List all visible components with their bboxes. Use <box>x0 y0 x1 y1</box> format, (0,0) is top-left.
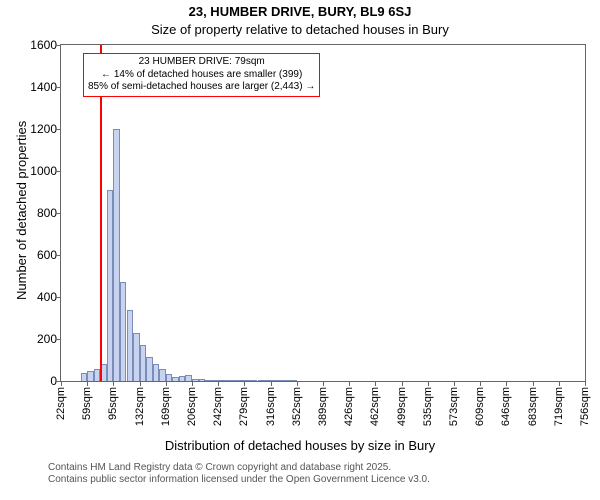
y-tick-mark <box>56 45 61 46</box>
histogram-bar <box>251 380 258 381</box>
x-tick-mark <box>559 381 560 386</box>
x-tick-label: 59sqm <box>81 387 93 420</box>
x-tick-label: 352sqm <box>291 387 303 426</box>
annotation-box: 23 HUMBER DRIVE: 79sqm← 14% of detached … <box>83 53 320 97</box>
x-tick-label: 206sqm <box>186 387 198 426</box>
y-tick-mark <box>56 213 61 214</box>
y-tick-label: 1200 <box>30 122 57 136</box>
chart-title: 23, HUMBER DRIVE, BURY, BL9 6SJ <box>0 4 600 19</box>
y-tick-label: 1000 <box>30 164 57 178</box>
attribution-line2: Contains public sector information licen… <box>48 474 430 486</box>
x-tick-label: 683sqm <box>527 387 539 426</box>
x-tick-mark <box>140 381 141 386</box>
x-tick-label: 279sqm <box>238 387 250 426</box>
x-tick-label: 389sqm <box>317 387 329 426</box>
x-tick-label: 242sqm <box>212 387 224 426</box>
y-tick-mark <box>56 129 61 130</box>
x-tick-label: 646sqm <box>500 387 512 426</box>
x-tick-mark <box>585 381 586 386</box>
y-tick-label: 800 <box>37 206 57 220</box>
histogram-bar <box>284 380 291 381</box>
x-tick-label: 462sqm <box>369 387 381 426</box>
x-tick-label: 132sqm <box>134 387 146 426</box>
x-tick-mark <box>454 381 455 386</box>
x-tick-mark <box>61 381 62 386</box>
annotation-line: ← 14% of detached houses are smaller (39… <box>88 69 315 82</box>
x-tick-mark <box>533 381 534 386</box>
x-tick-mark <box>271 381 272 386</box>
annotation-line: 85% of semi-detached houses are larger (… <box>88 81 315 94</box>
x-tick-label: 499sqm <box>396 387 408 426</box>
attribution-text: Contains HM Land Registry data © Crown c… <box>48 462 430 486</box>
x-tick-mark <box>349 381 350 386</box>
histogram-bar <box>120 282 127 381</box>
x-tick-label: 95sqm <box>107 387 119 420</box>
x-tick-mark <box>506 381 507 386</box>
x-tick-mark <box>87 381 88 386</box>
x-tick-label: 316sqm <box>265 387 277 426</box>
plot-area: 0200400600800100012001400160023 HUMBER D… <box>60 44 586 382</box>
y-tick-mark <box>56 87 61 88</box>
x-tick-label: 756sqm <box>579 387 591 426</box>
x-tick-mark <box>402 381 403 386</box>
x-tick-mark <box>428 381 429 386</box>
x-tick-mark <box>323 381 324 386</box>
histogram-bar <box>185 375 192 381</box>
x-tick-mark <box>192 381 193 386</box>
annotation-line: 23 HUMBER DRIVE: 79sqm <box>88 56 315 69</box>
x-tick-mark <box>166 381 167 386</box>
histogram-bar <box>153 364 160 381</box>
chart-subtitle: Size of property relative to detached ho… <box>0 22 600 37</box>
x-tick-mark <box>297 381 298 386</box>
x-tick-label: 573sqm <box>448 387 460 426</box>
y-tick-label: 1600 <box>30 38 57 52</box>
x-tick-label: 426sqm <box>343 387 355 426</box>
x-tick-mark <box>113 381 114 386</box>
y-tick-mark <box>56 255 61 256</box>
x-tick-mark <box>218 381 219 386</box>
y-tick-label: 400 <box>37 290 57 304</box>
x-axis-label: Distribution of detached houses by size … <box>0 438 600 453</box>
y-tick-mark <box>56 171 61 172</box>
y-tick-mark <box>56 297 61 298</box>
y-tick-mark <box>56 339 61 340</box>
x-tick-mark <box>244 381 245 386</box>
y-tick-label: 200 <box>37 332 57 346</box>
x-tick-label: 719sqm <box>553 387 565 426</box>
y-tick-label: 1400 <box>30 80 57 94</box>
y-axis-label: Number of detached properties <box>14 121 29 300</box>
x-tick-mark <box>480 381 481 386</box>
attribution-line1: Contains HM Land Registry data © Crown c… <box>48 462 430 474</box>
x-tick-label: 609sqm <box>474 387 486 426</box>
x-tick-label: 535sqm <box>422 387 434 426</box>
y-tick-label: 600 <box>37 248 57 262</box>
x-tick-label: 22sqm <box>55 387 67 420</box>
histogram-chart: 23, HUMBER DRIVE, BURY, BL9 6SJ Size of … <box>0 0 600 500</box>
x-tick-mark <box>375 381 376 386</box>
x-tick-label: 169sqm <box>160 387 172 426</box>
histogram-bar <box>87 371 94 382</box>
